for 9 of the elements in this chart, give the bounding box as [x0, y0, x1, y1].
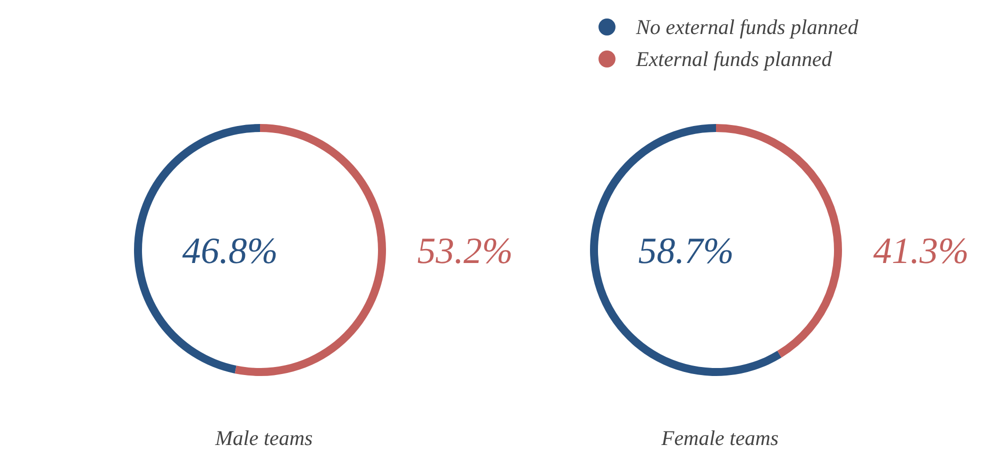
data-label: 53.2%	[417, 231, 513, 272]
data-label: 41.3%	[873, 231, 969, 272]
donut-slice	[590, 124, 782, 376]
text: Male teams	[214, 426, 313, 450]
data-label: 46.8%	[182, 231, 278, 272]
data-label: 58.7%	[638, 231, 734, 272]
text: Female teams	[660, 426, 779, 450]
legend-label: External funds planned	[635, 47, 832, 71]
legend-label: No external funds planned	[635, 15, 859, 39]
